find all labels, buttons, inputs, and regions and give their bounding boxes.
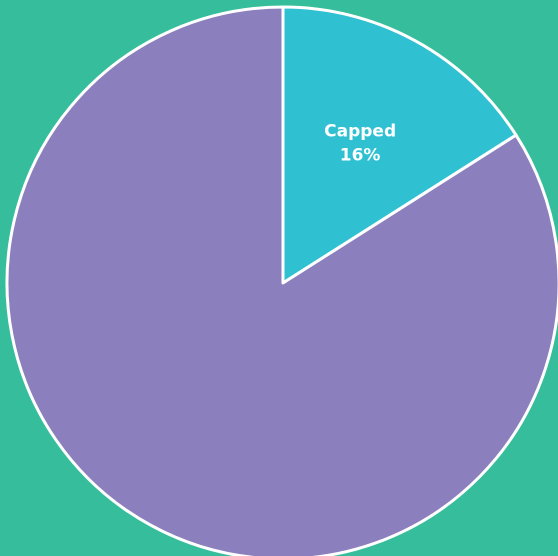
pie-slice-capped	[281, 5, 518, 285]
pie-slice-1	[5, 5, 558, 556]
pie-labels: Capped 16%	[324, 122, 396, 166]
pie-slices	[5, 5, 558, 556]
slice-label-name: Capped	[324, 122, 396, 142]
slice-label-value: 16%	[340, 146, 381, 166]
